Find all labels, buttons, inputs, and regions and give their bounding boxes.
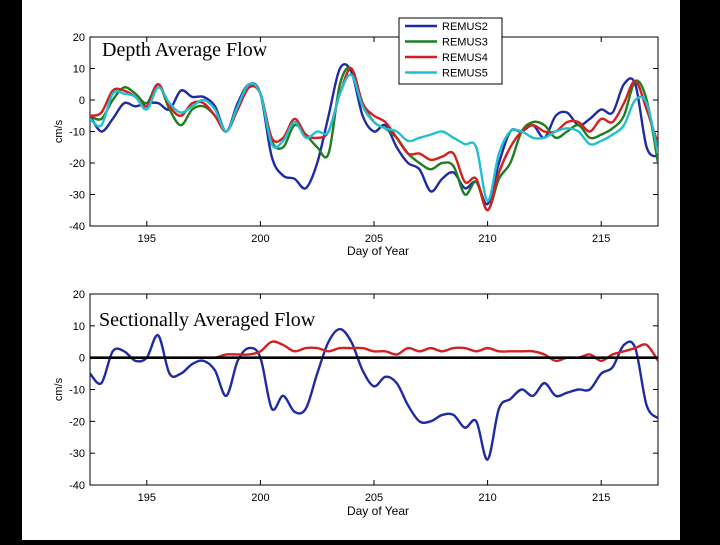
- panel1-ytick-label: -40: [69, 221, 85, 233]
- panel1-remus2-line: [90, 62, 658, 206]
- panel1-ytick-label: -30: [69, 190, 85, 202]
- panel2-xtick-label: 215: [592, 492, 610, 504]
- panel1-remus5-line: [90, 73, 658, 203]
- panel2-xtick-label: 210: [478, 492, 496, 504]
- panel1-xtick-label: 210: [478, 233, 496, 245]
- figure-background: [22, 0, 680, 540]
- panel2-ytick-label: -10: [69, 385, 85, 397]
- panel1-xlabel: Day of Year: [347, 244, 409, 258]
- panel2-ytick-label: 20: [73, 289, 85, 301]
- legend: [398, 17, 503, 85]
- panel1-ytick-label: 20: [73, 32, 85, 44]
- panel2-xtick-label: 205: [365, 492, 383, 504]
- legend-label-remus4: REMUS4: [442, 52, 488, 64]
- panel1-ytick-label: 10: [73, 64, 85, 76]
- panel2-xtick-label: 200: [251, 492, 269, 504]
- legend-label-remus3: REMUS3: [442, 37, 488, 49]
- panel1-title: Depth Average Flow: [102, 39, 268, 61]
- panel2-ytick-label: -20: [69, 416, 85, 428]
- panel1-xtick-label: 205: [365, 233, 383, 245]
- panel2-ytick-label: -30: [69, 448, 85, 460]
- panel1-ytick-label: 0: [79, 95, 85, 107]
- panel1-xtick-label: 215: [592, 233, 610, 245]
- legend-label-remus2: REMUS2: [442, 21, 488, 33]
- panel2-ytick-label: 10: [73, 321, 85, 333]
- panel1-xtick-label: 200: [251, 233, 269, 245]
- panel2-ytick-label: -40: [69, 480, 85, 492]
- panel2-ylabel: cm/s: [53, 377, 65, 401]
- panel2-xtick-label: 195: [138, 492, 156, 504]
- panel2-xlabel: Day of Year: [347, 504, 409, 518]
- panel2-plot: [89, 293, 659, 486]
- panel1-ytick-label: -20: [69, 158, 85, 170]
- panel2-series-1-line: [90, 327, 658, 461]
- panel1-ytick-label: -10: [69, 127, 85, 139]
- legend-label-remus5: REMUS5: [442, 68, 488, 80]
- panel2-ytick-label: 0: [79, 353, 85, 365]
- panel1-xtick-label: 195: [138, 233, 156, 245]
- panel1-remus4-line: [90, 67, 658, 212]
- panel2-title: Sectionally Averaged Flow: [99, 309, 316, 331]
- panel1-ylabel: cm/s: [53, 119, 65, 143]
